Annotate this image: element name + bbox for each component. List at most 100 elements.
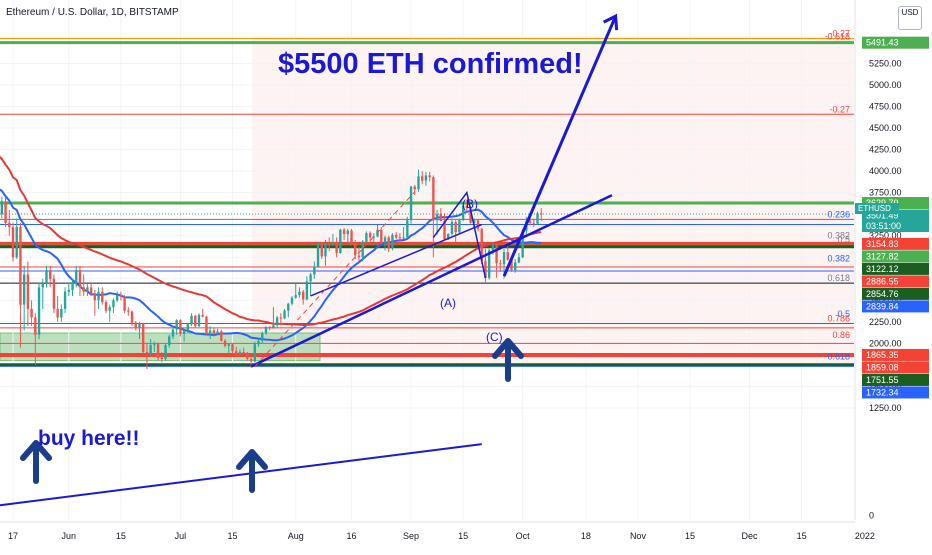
candle-body[interactable] — [168, 336, 171, 346]
candle-body[interactable] — [521, 230, 524, 258]
candle-body[interactable] — [398, 237, 402, 239]
candle-body[interactable] — [264, 326, 268, 334]
candle-body[interactable] — [342, 229, 346, 234]
candle-body[interactable] — [294, 295, 297, 298]
trendline-channel[interactable] — [310, 223, 483, 297]
candle-body[interactable] — [201, 314, 204, 317]
candle-body[interactable] — [469, 208, 472, 223]
candle-body[interactable] — [383, 237, 387, 243]
candle-body[interactable] — [30, 308, 33, 318]
candle-body[interactable] — [491, 244, 495, 251]
candle-body[interactable] — [354, 243, 357, 256]
candle-body[interactable] — [63, 291, 67, 309]
candle-body[interactable] — [287, 303, 290, 311]
candle-body[interactable] — [309, 274, 312, 282]
target-projection-arrow[interactable] — [502, 15, 618, 277]
candle-body[interactable] — [428, 175, 431, 178]
candle-body[interactable] — [432, 177, 435, 221]
candle-body[interactable] — [335, 242, 338, 253]
candle-body[interactable] — [104, 302, 108, 311]
candle-body[interactable] — [261, 333, 264, 341]
candle-body[interactable] — [171, 329, 175, 337]
candle-body[interactable] — [279, 317, 283, 319]
candle-body[interactable] — [49, 270, 52, 279]
candle-body[interactable] — [510, 259, 513, 271]
candle-body[interactable] — [130, 311, 134, 323]
candle-body[interactable] — [142, 323, 145, 352]
candle-body[interactable] — [443, 221, 446, 240]
candle-body[interactable] — [298, 291, 301, 296]
candle-body[interactable] — [439, 214, 442, 222]
candle-body[interactable] — [249, 358, 253, 362]
trendline-support[interactable] — [250, 194, 613, 368]
candle-body[interactable] — [517, 257, 521, 263]
candle-body[interactable] — [506, 252, 509, 260]
candle-body[interactable] — [283, 310, 286, 319]
candle-body[interactable] — [540, 213, 543, 215]
candle-body[interactable] — [89, 287, 93, 294]
candle-body[interactable] — [499, 263, 502, 265]
candle-body[interactable] — [194, 315, 197, 327]
candle-body[interactable] — [450, 221, 454, 234]
candle-body[interactable] — [301, 291, 305, 300]
candle-body[interactable] — [216, 331, 219, 334]
candle-body[interactable] — [357, 255, 361, 258]
candle-body[interactable] — [8, 222, 11, 228]
candle-body[interactable] — [227, 344, 230, 346]
candle-body[interactable] — [421, 176, 424, 181]
wave-a-label[interactable]: (A) — [440, 296, 456, 310]
candle-body[interactable] — [52, 278, 56, 309]
candle-body[interactable] — [149, 345, 152, 354]
candle-body[interactable] — [313, 266, 316, 275]
buy-note-annotation[interactable]: buy here!! — [38, 427, 140, 450]
wave-b-label[interactable]: (B) — [462, 197, 478, 211]
candle-body[interactable] — [238, 351, 242, 354]
symbol-badge[interactable] — [855, 203, 899, 215]
candle-body[interactable] — [502, 252, 506, 265]
candle-body[interactable] — [235, 351, 238, 354]
candle-body[interactable] — [394, 234, 398, 238]
candle-body[interactable] — [22, 274, 26, 305]
candle-body[interactable] — [197, 314, 201, 327]
candle-body[interactable] — [331, 242, 335, 246]
candle-body[interactable] — [82, 287, 85, 292]
candle-body[interactable] — [67, 289, 70, 292]
candle-body[interactable] — [34, 317, 37, 335]
candle-body[interactable] — [11, 227, 15, 258]
candle-body[interactable] — [268, 326, 271, 328]
candle-body[interactable] — [60, 308, 63, 318]
candle-body[interactable] — [231, 344, 234, 352]
candle-body[interactable] — [532, 222, 535, 224]
candle-body[interactable] — [424, 175, 428, 181]
trendline-lower[interactable] — [0, 443, 482, 507]
candle-body[interactable] — [447, 233, 450, 240]
candle-body[interactable] — [350, 230, 353, 244]
candle-body[interactable] — [4, 201, 7, 223]
candle-body[interactable] — [56, 308, 59, 318]
candle-body[interactable] — [361, 241, 364, 258]
candle-body[interactable] — [435, 214, 439, 221]
candle-body[interactable] — [179, 320, 182, 334]
candle-body[interactable] — [339, 229, 342, 253]
candle-body[interactable] — [112, 300, 115, 308]
candle-body[interactable] — [391, 234, 394, 249]
candle-body[interactable] — [220, 331, 223, 341]
candle-body[interactable] — [156, 344, 160, 359]
candle-body[interactable] — [305, 281, 309, 300]
candle-body[interactable] — [101, 291, 104, 303]
candle-body[interactable] — [387, 237, 390, 249]
candle-body[interactable] — [45, 270, 48, 284]
candle-body[interactable] — [223, 340, 227, 346]
wave-c-label[interactable]: (C) — [486, 330, 503, 344]
candle-body[interactable] — [454, 221, 457, 233]
candle-body[interactable] — [417, 176, 420, 190]
candle-body[interactable] — [97, 291, 100, 301]
candle-body[interactable] — [246, 352, 249, 359]
candle-body[interactable] — [320, 243, 323, 257]
candle-body[interactable] — [409, 186, 413, 221]
candle-body[interactable] — [37, 287, 41, 335]
candle-body[interactable] — [316, 243, 320, 267]
candle-body[interactable] — [0, 201, 4, 215]
